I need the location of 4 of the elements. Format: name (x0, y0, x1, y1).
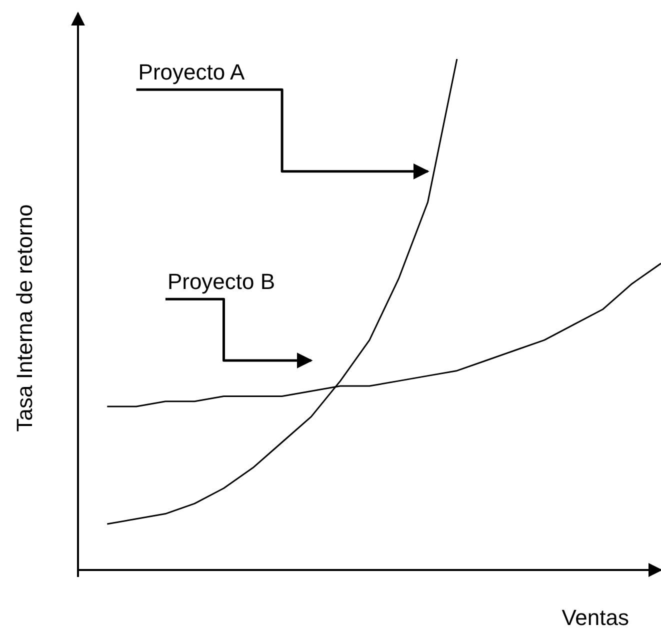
series-label: Proyecto B (167, 269, 276, 294)
y-axis-title: Tasa Interna de retorno (12, 204, 37, 432)
x-axis-title: Ventas (562, 605, 629, 630)
series-label: Proyecto A (138, 60, 246, 85)
